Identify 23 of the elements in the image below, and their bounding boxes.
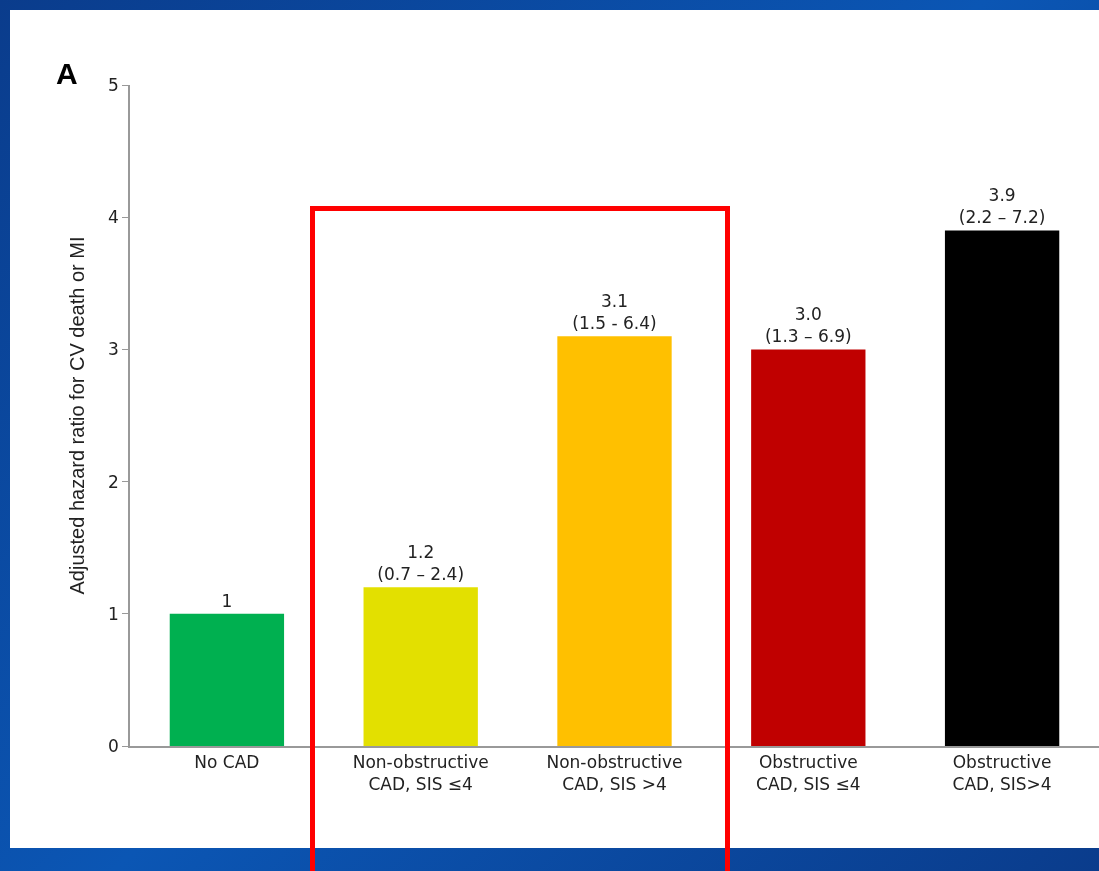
- y-axis-title: Adjusted hazard ratio for CV death or MI: [66, 236, 89, 595]
- data-label: 1.2 (0.7 – 2.4): [377, 542, 465, 585]
- data-label: 1: [221, 590, 233, 611]
- x-tick-label: Non-obstructive CAD, SIS >4: [546, 752, 683, 795]
- bar: [944, 230, 1060, 746]
- x-tick-label: Obstructive CAD, SIS>4: [952, 752, 1052, 795]
- y-tick-label: 4: [108, 207, 119, 228]
- y-tick-label: 1: [108, 603, 119, 624]
- x-tick-label: Obstructive CAD, SIS ≤4: [756, 752, 861, 795]
- bar: [557, 336, 672, 746]
- bar: [363, 587, 478, 746]
- data-label: 3.0 (1.3 – 6.9): [764, 304, 852, 347]
- y-tick-label: 0: [108, 735, 119, 756]
- text: A: [56, 57, 78, 90]
- y-tick-label: 5: [108, 74, 119, 95]
- data-label: 3.1 (1.5 - 6.4): [572, 291, 657, 334]
- y-tick-label: 2: [108, 471, 119, 492]
- bar: [169, 613, 285, 746]
- data-label: 3.9 (2.2 – 7.2): [958, 185, 1046, 228]
- bar: [751, 349, 866, 746]
- x-tick-label: Non-obstructive CAD, SIS ≤4: [352, 752, 489, 795]
- x-tick-label: No CAD: [194, 752, 260, 773]
- y-tick-label: 3: [108, 339, 119, 360]
